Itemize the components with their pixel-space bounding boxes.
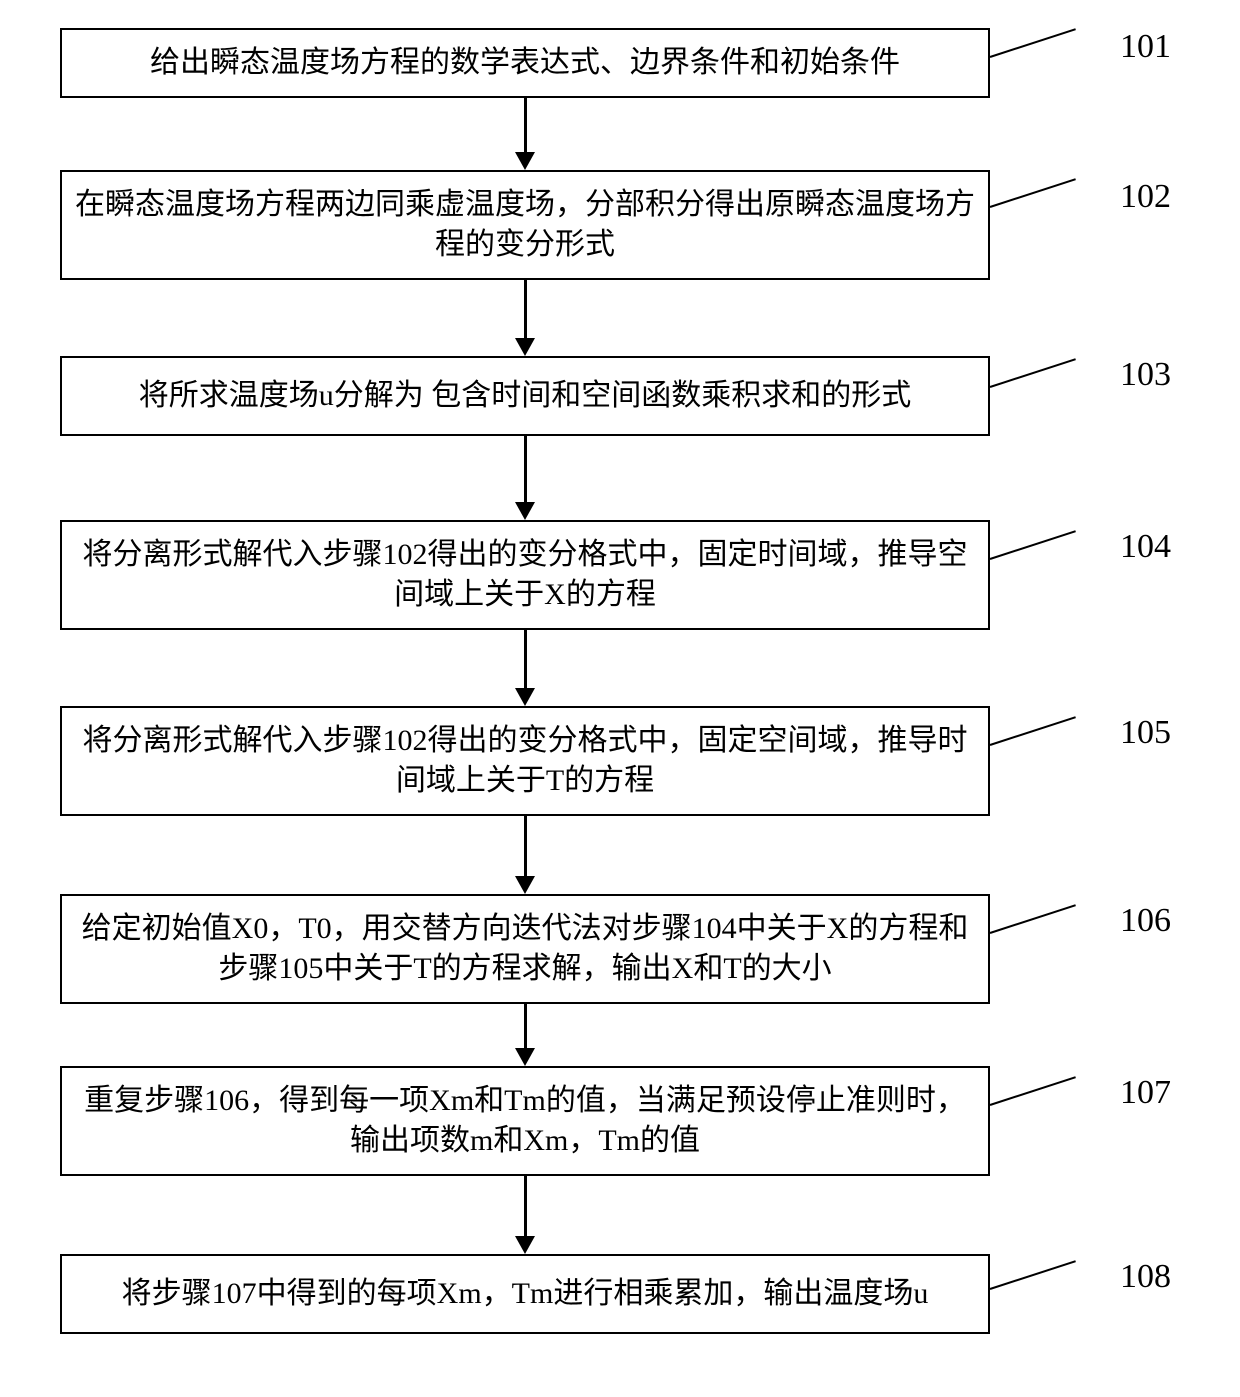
arrow-head-icon	[515, 152, 535, 170]
flow-arrow	[524, 1176, 527, 1236]
flow-node-text: 将分离形式解代入步骤102得出的变分格式中，固定空间域，推导时间域上关于T的方程	[72, 721, 978, 802]
flow-arrow	[524, 436, 527, 502]
leader-line	[990, 178, 1076, 208]
flow-arrow	[524, 1004, 527, 1048]
step-label-106: 106	[1120, 902, 1171, 940]
step-label-105: 105	[1120, 714, 1171, 752]
flow-arrow	[524, 816, 527, 876]
leader-line	[990, 716, 1076, 746]
step-label-104: 104	[1120, 528, 1171, 566]
flow-node-text: 将分离形式解代入步骤102得出的变分格式中，固定时间域，推导空间域上关于X的方程	[72, 535, 978, 616]
flow-node-text: 重复步骤106，得到每一项Xm和Tm的值，当满足预设停止准则时，输出项数m和Xm…	[72, 1081, 978, 1162]
leader-line	[990, 358, 1076, 388]
leader-line	[990, 1076, 1076, 1106]
arrow-head-icon	[515, 1048, 535, 1066]
step-label-107: 107	[1120, 1074, 1171, 1112]
leader-line	[990, 28, 1076, 58]
flow-node-text: 给出瞬态温度场方程的数学表达式、边界条件和初始条件	[72, 43, 978, 84]
flow-node-101: 给出瞬态温度场方程的数学表达式、边界条件和初始条件	[60, 28, 990, 98]
flow-node-104: 将分离形式解代入步骤102得出的变分格式中，固定时间域，推导空间域上关于X的方程	[60, 520, 990, 630]
flow-node-102: 在瞬态温度场方程两边同乘虚温度场，分部积分得出原瞬态温度场方程的变分形式	[60, 170, 990, 280]
flow-node-text: 在瞬态温度场方程两边同乘虚温度场，分部积分得出原瞬态温度场方程的变分形式	[72, 185, 978, 266]
leader-line	[990, 904, 1076, 934]
flow-node-103: 将所求温度场u分解为 包含时间和空间函数乘积求和的形式	[60, 356, 990, 436]
flow-node-105: 将分离形式解代入步骤102得出的变分格式中，固定空间域，推导时间域上关于T的方程	[60, 706, 990, 816]
arrow-head-icon	[515, 502, 535, 520]
flow-arrow	[524, 630, 527, 688]
step-label-108: 108	[1120, 1258, 1171, 1296]
step-label-102: 102	[1120, 178, 1171, 216]
flow-node-106: 给定初始值X0，T0，用交替方向迭代法对步骤104中关于X的方程和步骤105中关…	[60, 894, 990, 1004]
leader-line	[990, 1260, 1076, 1290]
arrow-head-icon	[515, 688, 535, 706]
flow-arrow	[524, 98, 527, 152]
flow-node-text: 将步骤107中得到的每项Xm，Tm进行相乘累加，输出温度场u	[72, 1274, 978, 1315]
flow-node-108: 将步骤107中得到的每项Xm，Tm进行相乘累加，输出温度场u	[60, 1254, 990, 1334]
flowchart-canvas: 给出瞬态温度场方程的数学表达式、边界条件和初始条件 101 在瞬态温度场方程两边同乘…	[0, 0, 1240, 1397]
flow-arrow	[524, 280, 527, 338]
flow-node-text: 给定初始值X0，T0，用交替方向迭代法对步骤104中关于X的方程和步骤105中关…	[72, 909, 978, 990]
leader-line	[990, 530, 1076, 560]
flow-node-text: 将所求温度场u分解为 包含时间和空间函数乘积求和的形式	[72, 376, 978, 417]
step-label-101: 101	[1120, 28, 1171, 66]
arrow-head-icon	[515, 1236, 535, 1254]
flow-node-107: 重复步骤106，得到每一项Xm和Tm的值，当满足预设停止准则时，输出项数m和Xm…	[60, 1066, 990, 1176]
arrow-head-icon	[515, 876, 535, 894]
arrow-head-icon	[515, 338, 535, 356]
step-label-103: 103	[1120, 356, 1171, 394]
